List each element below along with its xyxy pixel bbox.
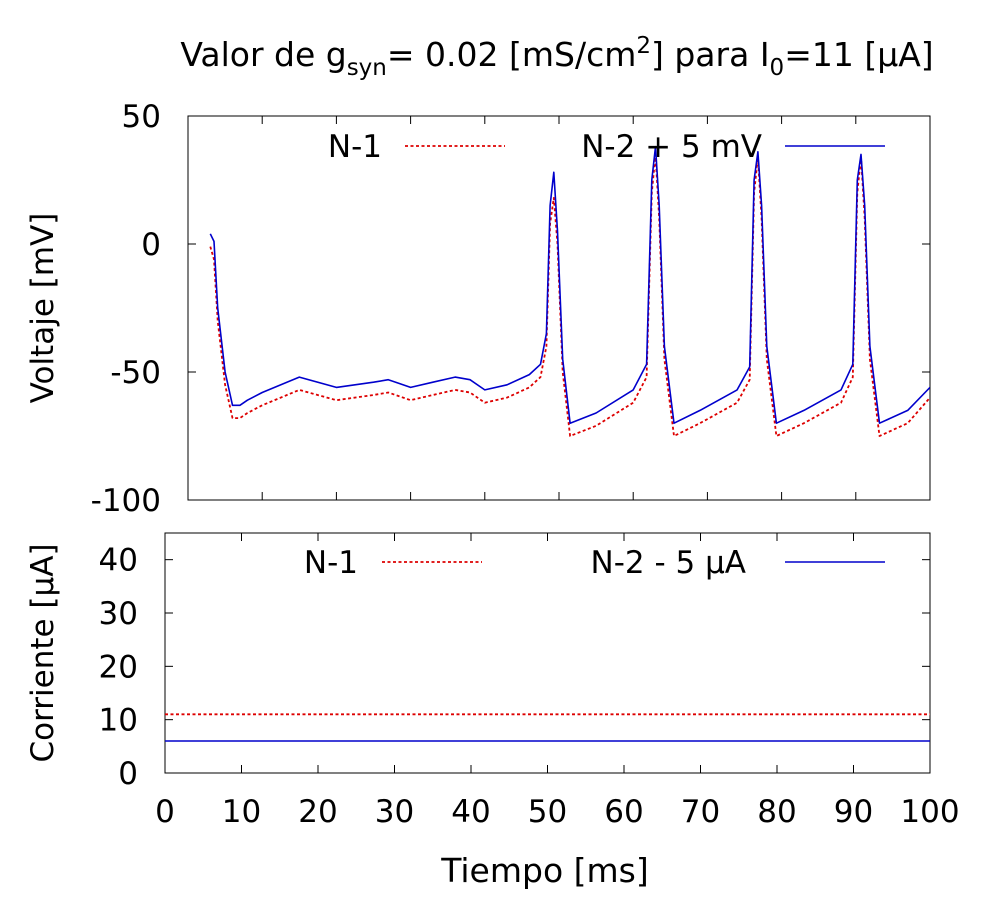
x-tick-label: 40 bbox=[451, 794, 490, 830]
legend-label-n1: N-1 bbox=[328, 129, 382, 165]
title-suffix: =11 [μA] bbox=[784, 35, 933, 74]
title-mid: = 0.02 [mS/cm bbox=[387, 35, 636, 74]
y-tick-label: 0 bbox=[118, 756, 138, 792]
voltage-panel: -100 -50 0 50 Voltaje [mV] N-1 N-2 + 5 mV bbox=[25, 99, 931, 519]
y-tick-label: 30 bbox=[99, 596, 138, 632]
x-axis-label: Tiempo [ms] bbox=[440, 851, 648, 890]
x-tick-label: 90 bbox=[834, 794, 873, 830]
y-tick-label: 40 bbox=[99, 543, 138, 579]
legend-label-n1: N-1 bbox=[304, 545, 358, 581]
plot-frame bbox=[164, 532, 931, 774]
x-tick-label: 10 bbox=[222, 794, 261, 830]
legend-label-n2: N-2 - 5 μA bbox=[591, 545, 747, 581]
series-line-n2 bbox=[209, 145, 930, 425]
title-sup: 2 bbox=[636, 33, 651, 59]
x-tick-label: 100 bbox=[900, 794, 959, 830]
x-tick-label: 60 bbox=[604, 794, 643, 830]
title-mid2: ] para I bbox=[651, 35, 770, 74]
title-sub-syn: syn bbox=[347, 55, 387, 81]
x-tick-label: 20 bbox=[298, 794, 337, 830]
y-tick-label: 0 bbox=[141, 227, 161, 263]
y-tick-label: 10 bbox=[99, 703, 138, 739]
plot-frame bbox=[187, 115, 931, 501]
y-axis-label: Corriente [μA] bbox=[25, 543, 61, 762]
y-tick-label: 20 bbox=[99, 649, 138, 685]
x-tick-label: 30 bbox=[375, 794, 414, 830]
y-tick-label: -50 bbox=[110, 355, 161, 391]
legend-label-n2: N-2 + 5 mV bbox=[581, 129, 762, 165]
chart-title: Valor de gsyn= 0.02 [mS/cm2] para I0=11 … bbox=[180, 33, 933, 81]
title-prefix: Valor de g bbox=[180, 35, 346, 74]
x-tick-label: 80 bbox=[757, 794, 796, 830]
current-panel: 0 10 20 30 40 50 60 70 80 90 100 0 10 20 30 40 Corriente… bbox=[25, 532, 960, 830]
y-tick-label: 50 bbox=[122, 99, 161, 135]
y-tick-label: -100 bbox=[91, 483, 161, 519]
x-tick-label: 50 bbox=[528, 794, 567, 830]
title-sub-zero: 0 bbox=[770, 55, 785, 81]
x-tick-label: 0 bbox=[155, 794, 175, 830]
x-tick-label: 70 bbox=[681, 794, 720, 830]
y-axis-label: Voltaje [mV] bbox=[25, 213, 61, 404]
series-line-n1 bbox=[209, 153, 930, 437]
